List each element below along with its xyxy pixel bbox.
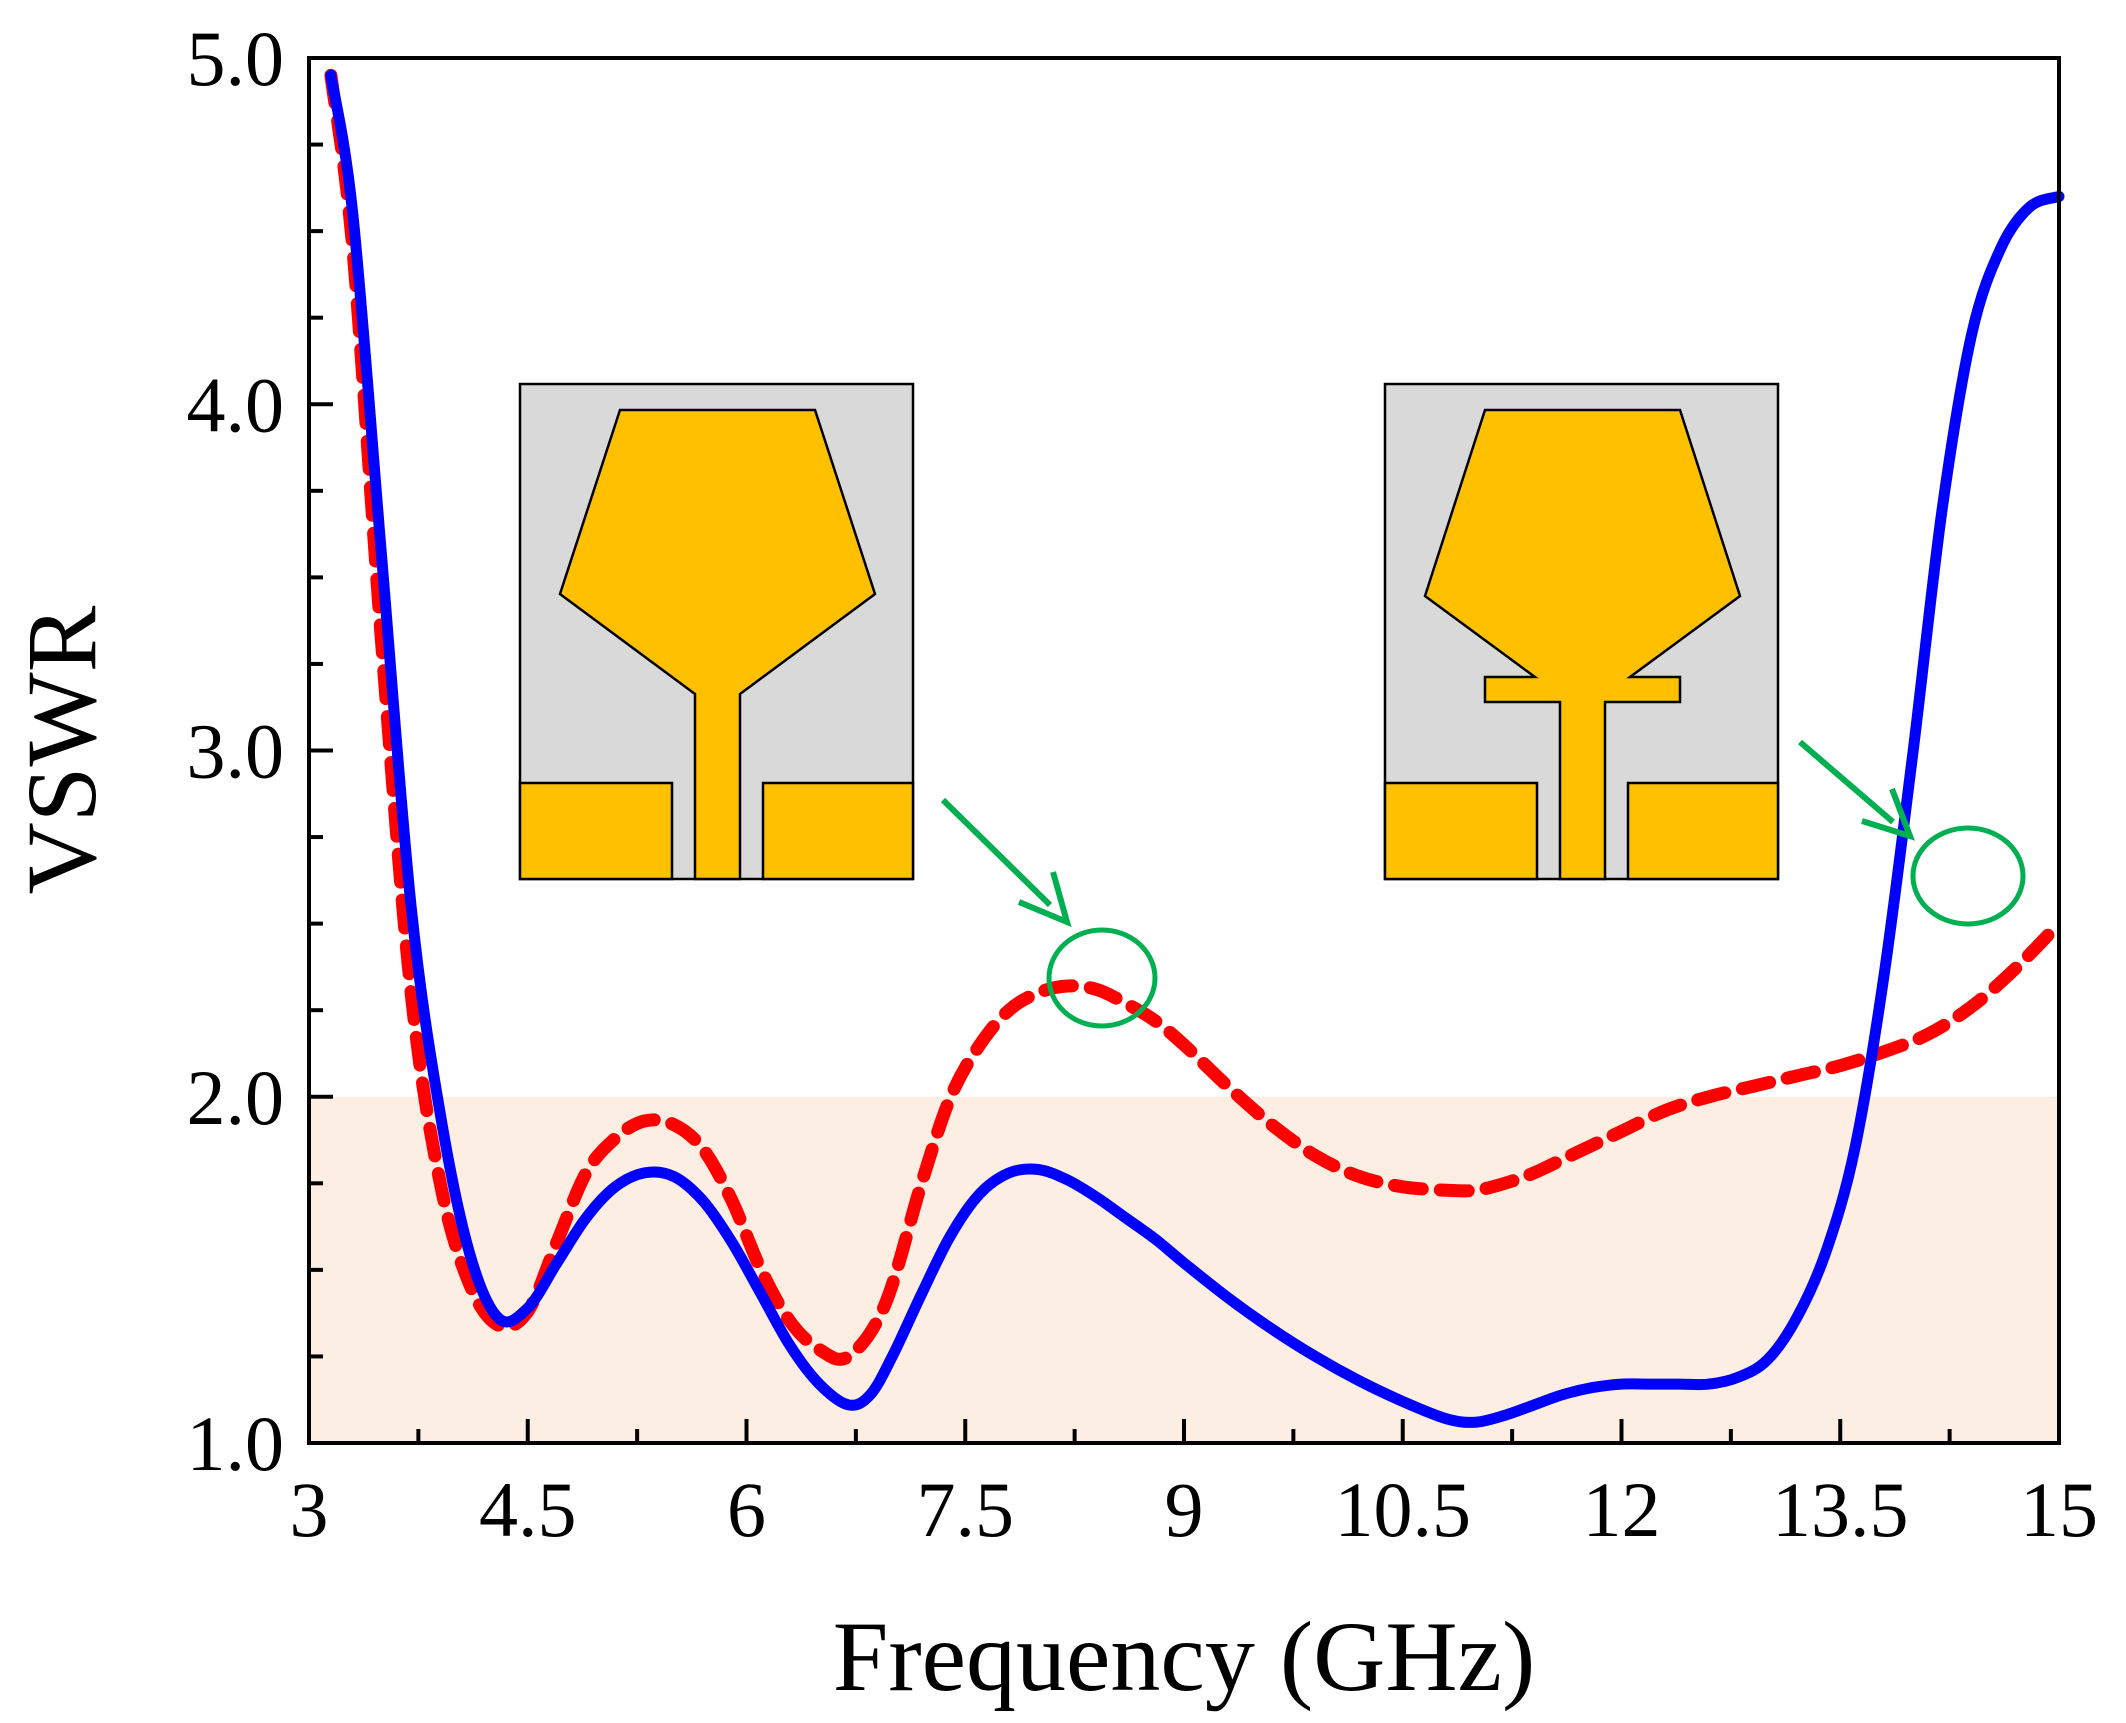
arrow-shaft [1798,739,1895,825]
annotation-arrow-crossing [1798,739,1916,841]
arrow-shaft [940,797,1053,908]
x-tick-labels: 3 4.5 6 7.5 9 10.5 12 13.5 15 [290,1466,2099,1553]
series-antenna-without-slot [324,68,2066,1366]
x-tick-label: 13.5 [1772,1466,1909,1553]
x-tick-label: 15 [2020,1466,2098,1553]
inset-antenna-without-slot [518,382,915,881]
x-tick-label: 12 [1583,1466,1661,1553]
inset-radiating-patch [1423,408,1742,881]
y-tick-label: 5.0 [187,15,285,102]
inset-ground-right [761,781,915,881]
minor-ticks [309,142,1952,1443]
x-tick-label: 4.5 [479,1466,577,1553]
inset-ground-left [518,781,674,881]
highlight-circle-crossing [1910,825,2026,927]
y-tick-label: 4.0 [187,361,285,448]
annotation-arrow-peak [940,797,1072,928]
y-axis-title: VSWR [6,605,117,894]
x-tick-label: 3 [290,1466,329,1553]
y-tick-labels: 1.0 2.0 3.0 4.0 5.0 [187,15,285,1487]
inset-ground-left [1383,781,1539,881]
inset-antenna-with-slot [1383,382,1780,881]
arrow-head [1017,871,1072,928]
plot-frame [307,56,2061,1445]
x-tick-label: 7.5 [917,1466,1015,1553]
series-antenna-with-slot [325,69,2065,1428]
inset-radiating-patch [558,408,877,881]
inset-ground-right [1626,781,1780,881]
highlight-circle-peak [1046,927,1158,1029]
y-tick-label: 3.0 [187,708,285,795]
y-tick-label: 2.0 [187,1054,285,1141]
x-tick-label: 9 [1165,1466,1204,1553]
x-axis-title: Frequency (GHz) [833,1601,1536,1712]
x-tick-label: 6 [727,1466,766,1553]
arrow-head [1861,787,1916,841]
x-tick-label: 10.5 [1335,1466,1472,1553]
y-tick-label: 1.0 [187,1400,285,1487]
